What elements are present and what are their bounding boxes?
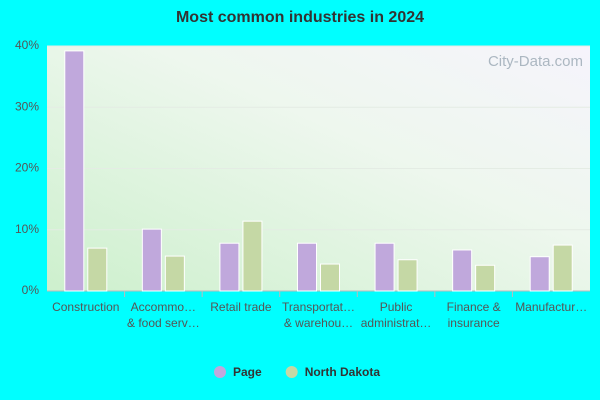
bar [529, 256, 550, 292]
bar [374, 242, 395, 292]
x-tick-label: Accommo… [131, 300, 196, 314]
y-tick-label: 30% [15, 99, 39, 113]
watermark: City-Data.com [488, 53, 583, 70]
legend-swatch [214, 366, 226, 378]
bar [164, 255, 185, 292]
bar [87, 247, 108, 292]
x-tick-label: Finance & [447, 300, 501, 314]
bar [219, 242, 240, 292]
bar [64, 50, 85, 292]
bar [475, 264, 496, 292]
bar [452, 249, 473, 292]
chart-title: Most common industries in 2024 [176, 9, 424, 26]
x-tick-label: Transportat… [282, 300, 355, 314]
bar [552, 244, 573, 292]
x-tick-label: Manufactur… [515, 300, 587, 314]
bar [141, 228, 162, 292]
y-tick-label: 10% [15, 222, 39, 236]
x-tick-label: insurance [448, 316, 500, 330]
x-tick-label: Construction [52, 300, 119, 314]
legend-swatch [285, 366, 298, 378]
bar [320, 263, 340, 292]
y-tick-label: 40% [15, 38, 39, 52]
legend-label: Page [233, 365, 262, 379]
x-tick-label: Public [380, 300, 413, 314]
x-tick-label: Retail trade [210, 300, 272, 314]
bar [397, 259, 418, 292]
bar [297, 242, 317, 292]
legend-label: North Dakota [305, 365, 381, 379]
bar [242, 220, 263, 292]
x-tick-label: & warehou… [284, 316, 353, 330]
x-tick-label: administrat… [361, 316, 432, 330]
y-tick-label: 0% [22, 283, 40, 297]
y-tick-label: 20% [15, 161, 39, 175]
x-tick-label: & food serv… [127, 316, 200, 330]
